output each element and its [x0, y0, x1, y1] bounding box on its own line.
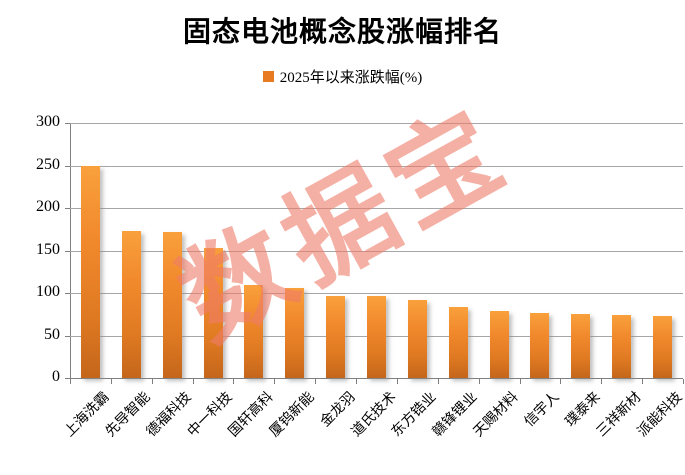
x-axis-label: 先导智能 [103, 389, 154, 441]
bar-先导智能 [121, 230, 141, 378]
legend: 2025年以来涨跌幅(%) [0, 66, 685, 87]
bar-信宇人 [530, 313, 550, 378]
bar-三祥新材 [612, 315, 632, 378]
x-tick-mark [519, 379, 521, 384]
x-tick-mark [70, 379, 71, 384]
gridline [70, 293, 683, 294]
x-tick-mark [642, 379, 644, 384]
y-tick-mark [65, 293, 70, 294]
bar-国轩高科 [244, 285, 264, 378]
bar-中一科技 [203, 247, 223, 378]
x-tick-mark [315, 379, 317, 384]
y-axis-label: 50 [44, 325, 60, 343]
y-axis-label: 250 [36, 155, 60, 173]
x-tick-mark [601, 379, 603, 384]
x-axis-label: 中一科技 [185, 389, 236, 441]
y-tick-mark [65, 123, 70, 124]
y-axis-label: 200 [36, 198, 60, 215]
x-tick-mark [560, 379, 562, 384]
x-tick-mark [151, 379, 153, 384]
y-tick-mark [65, 208, 70, 209]
bar-东方锆业 [407, 299, 427, 378]
bar-金龙羽 [326, 295, 346, 378]
x-axis-label: 赣锋锂业 [430, 389, 481, 441]
x-tick-mark [192, 379, 194, 384]
x-tick-mark [396, 379, 398, 384]
chart-title: 固态电池概念股涨幅排名 [182, 17, 502, 48]
x-tick-mark [683, 379, 684, 384]
legend-marker-icon [262, 71, 274, 82]
bar-上海洗霸 [80, 165, 100, 378]
y-tick-mark [65, 250, 70, 252]
y-axis-label: 100 [36, 283, 60, 300]
gridline [70, 165, 683, 167]
gridline [70, 123, 683, 124]
legend-label: 2025年以来涨跌幅(%) [279, 70, 423, 86]
bar-厦钨新能 [285, 287, 305, 378]
x-tick-mark [356, 379, 358, 384]
x-tick-mark [233, 379, 235, 384]
bar-赣锋锂业 [448, 307, 468, 378]
x-axis [70, 378, 683, 379]
y-axis-label: 150 [36, 240, 60, 258]
x-tick-mark [437, 379, 439, 384]
gridline [70, 208, 683, 209]
y-axis-label: 300 [36, 113, 60, 130]
x-tick-mark [110, 379, 112, 384]
x-axis-label: 德福科技 [144, 389, 195, 441]
gridline [70, 250, 683, 252]
bar-璞泰来 [571, 314, 591, 378]
x-axis-label: 三祥新材 [593, 389, 645, 441]
y-axis-label: 0 [52, 368, 60, 385]
bar-天赐材料 [489, 310, 509, 378]
y-tick-mark [65, 335, 70, 337]
x-axis-label: 厦钨新能 [266, 389, 318, 441]
bar-德福科技 [162, 231, 182, 378]
x-axis-label: 天赐材料 [471, 389, 522, 441]
y-tick-mark [65, 378, 70, 379]
x-axis-label: 信宇人 [522, 389, 563, 431]
x-axis-label: 国轩高科 [226, 389, 277, 441]
x-tick-mark [274, 379, 276, 384]
bar-道氏技术 [367, 296, 386, 378]
bar-派能科技 [653, 315, 673, 378]
x-tick-mark [478, 379, 480, 384]
y-tick-mark [65, 165, 70, 167]
